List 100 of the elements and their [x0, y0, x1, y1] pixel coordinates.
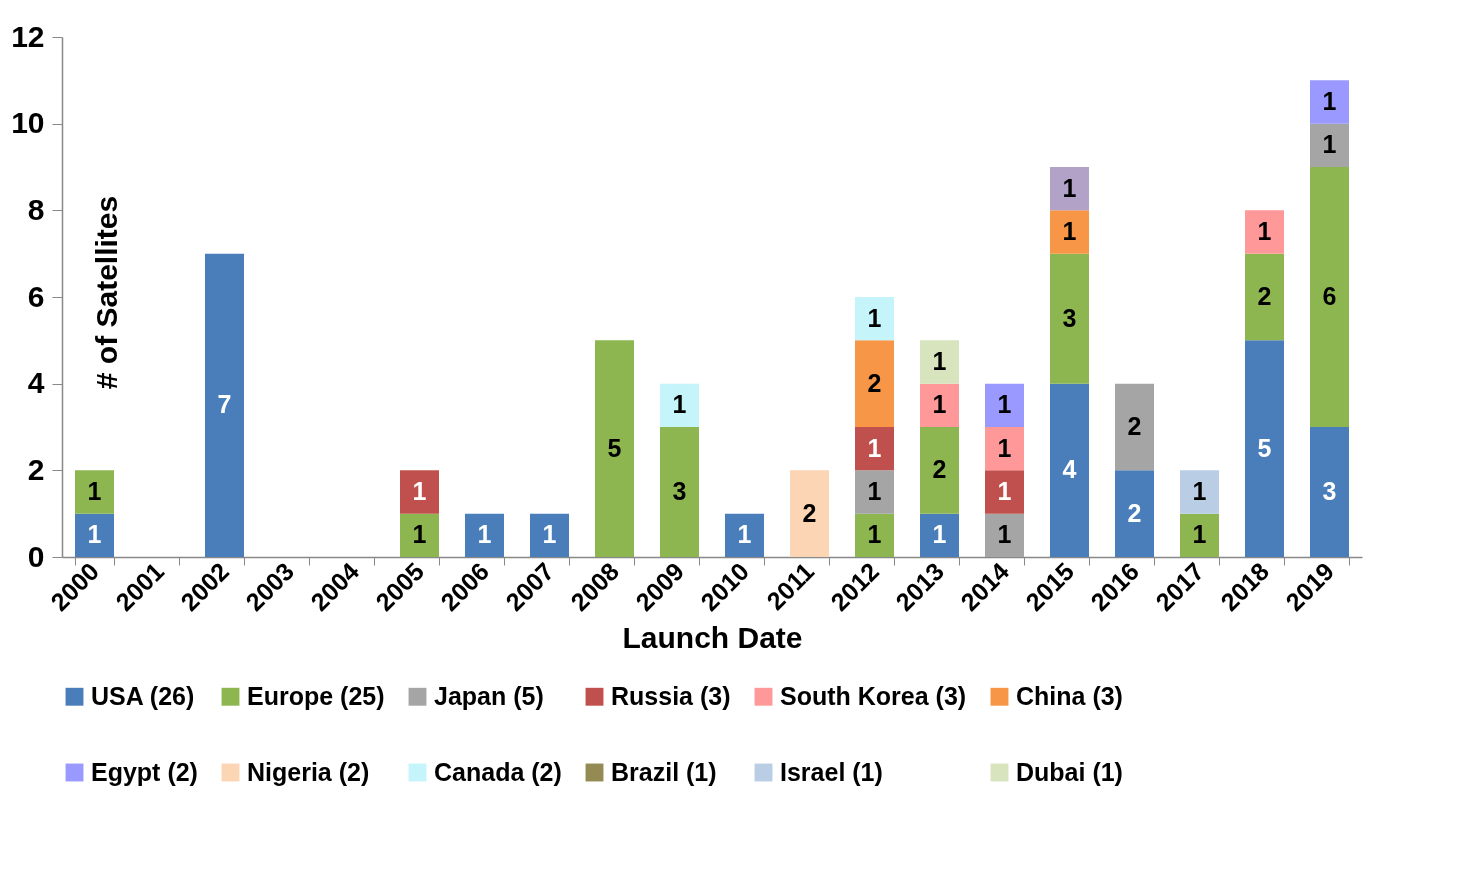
bar	[985, 513, 1024, 557]
data-label: 1	[867, 477, 882, 505]
data-label: 1	[867, 433, 882, 462]
bar	[855, 513, 894, 557]
bar	[1310, 167, 1349, 427]
bar	[660, 427, 699, 557]
data-label: 2	[932, 455, 947, 484]
legend-label: Europe (25)	[247, 681, 385, 710]
data-label: 1	[997, 433, 1012, 462]
bar	[75, 470, 114, 514]
legend-label: Israel (1)	[780, 757, 883, 786]
data-label: 1	[1192, 520, 1207, 549]
y-tick-label: 0	[27, 539, 45, 573]
bar	[1245, 210, 1284, 254]
bar	[1310, 427, 1349, 557]
bar	[855, 427, 894, 471]
bar	[1050, 167, 1089, 211]
y-tick-label: 2	[27, 452, 45, 486]
data-label: 1	[412, 520, 427, 549]
y-tick-label: 8	[27, 192, 45, 226]
bar	[205, 253, 244, 557]
bar	[985, 383, 1024, 427]
legend-label: USA (26)	[91, 681, 195, 710]
data-label: 1	[87, 477, 102, 505]
x-axis-title: Launch Date	[622, 621, 803, 655]
bar	[920, 427, 959, 514]
bar	[985, 427, 1024, 471]
legend-label: Nigeria (2)	[247, 757, 370, 786]
data-label: 1	[1322, 130, 1337, 159]
data-label: 3	[672, 477, 687, 505]
y-axis-title: # of Satellites	[89, 195, 123, 390]
data-label: 1	[87, 520, 102, 549]
bar	[1310, 123, 1349, 167]
bar	[75, 513, 114, 557]
bar	[1115, 383, 1154, 471]
bar	[1180, 513, 1219, 557]
bar	[465, 513, 504, 557]
data-label: 2	[867, 368, 882, 397]
data-label: 3	[1062, 303, 1077, 332]
bar	[920, 383, 959, 427]
bar	[400, 470, 439, 514]
data-label: 1	[542, 520, 557, 549]
legend-label: Egypt (2)	[91, 757, 198, 786]
bar	[530, 513, 569, 557]
data-label: 7	[217, 390, 232, 419]
bar	[1050, 383, 1089, 557]
bar	[1245, 253, 1284, 341]
data-label: 3	[1322, 477, 1337, 505]
bar	[1245, 340, 1284, 557]
legend-label: Russia (3)	[611, 681, 731, 710]
bar	[400, 513, 439, 557]
y-tick-label: 4	[27, 366, 45, 400]
data-label: 1	[1062, 217, 1077, 245]
data-label: 1	[477, 520, 492, 549]
data-label: 1	[412, 477, 427, 505]
data-label: 5	[1257, 433, 1272, 462]
bar	[660, 383, 699, 427]
data-label: 2	[1257, 282, 1272, 310]
bar	[855, 340, 894, 427]
bar	[920, 340, 959, 384]
data-label: 1	[672, 390, 687, 419]
bar	[855, 470, 894, 514]
bar	[985, 470, 1024, 514]
data-label: 1	[1257, 217, 1272, 245]
bar	[595, 340, 634, 557]
y-tick-label: 6	[27, 279, 45, 313]
data-label: 1	[737, 520, 752, 549]
bar	[1180, 470, 1219, 514]
legend-label: South Korea (3)	[780, 681, 967, 710]
data-label: 1	[932, 390, 947, 419]
legend-label: China (3)	[1016, 681, 1123, 710]
data-label: 2	[802, 498, 817, 527]
bar	[855, 297, 894, 341]
data-label: 1	[997, 520, 1012, 549]
bar	[1050, 253, 1089, 384]
data-label: 1	[997, 477, 1012, 505]
data-label: 1	[867, 520, 882, 549]
data-label: 5	[607, 433, 622, 462]
bar	[725, 513, 764, 557]
data-label: 2	[1127, 498, 1142, 527]
legend-label: Dubai (1)	[1016, 757, 1123, 786]
bar	[920, 513, 959, 557]
legend-label: Japan (5)	[434, 681, 544, 710]
bar	[1115, 470, 1154, 557]
bar	[1310, 80, 1349, 124]
legend-label: Canada (2)	[434, 757, 562, 786]
bar	[1050, 210, 1089, 254]
data-label: 1	[1192, 477, 1207, 505]
legend-label: Brazil (1)	[611, 757, 717, 786]
data-label: 1	[867, 303, 882, 332]
data-label: 1	[932, 347, 947, 375]
y-tick-label: 12	[11, 19, 45, 53]
data-label: 4	[1062, 455, 1077, 484]
data-label: 1	[1322, 87, 1337, 115]
data-label: 1	[997, 390, 1012, 419]
y-tick-label: 10	[11, 106, 45, 140]
data-label: 2	[1127, 412, 1142, 440]
data-label: 1	[1062, 173, 1077, 202]
data-label: 1	[932, 520, 947, 549]
bar	[790, 470, 829, 557]
